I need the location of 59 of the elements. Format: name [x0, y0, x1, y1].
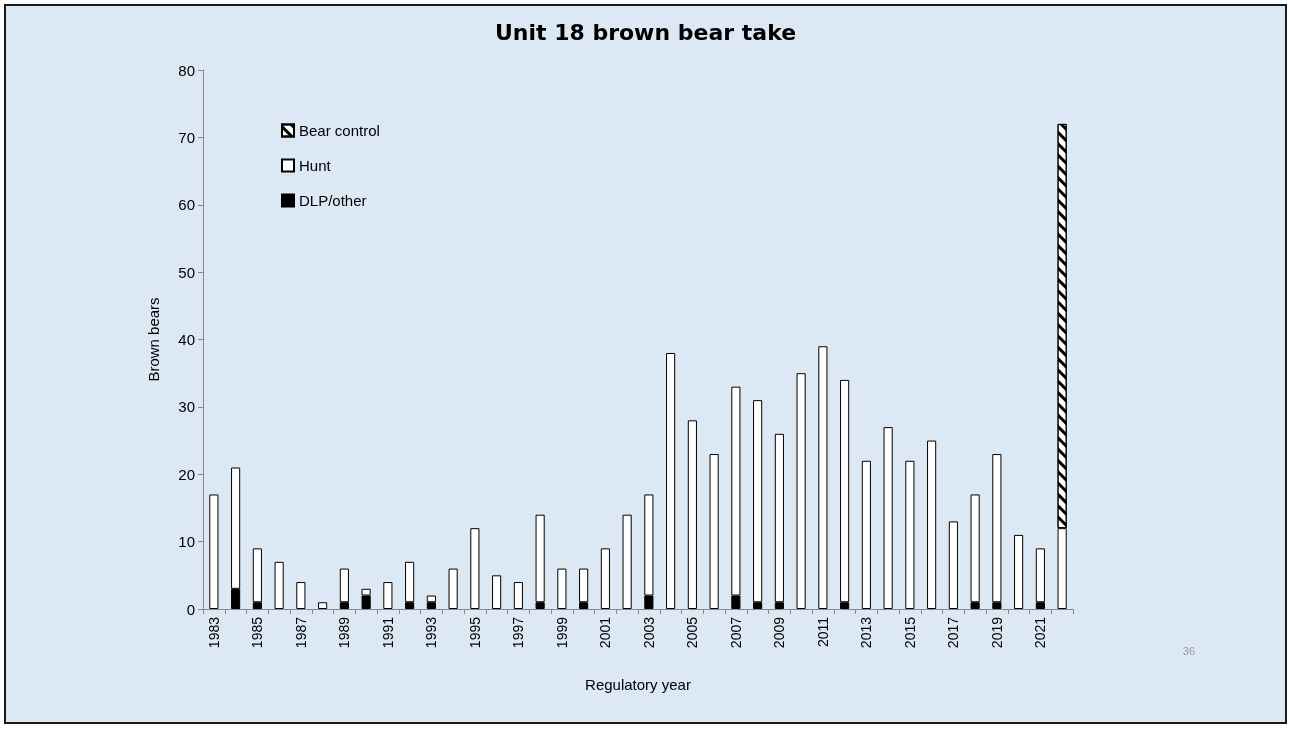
x-tick-label: 1997 [510, 616, 527, 649]
chart-title: Unit 18 brown bear take [494, 19, 797, 45]
x-tick-label: 1991 [379, 616, 396, 649]
x-tick-label: 2017 [945, 616, 962, 649]
bar [666, 352, 676, 609]
y-axis-title: Brown bears [145, 297, 162, 382]
bar [818, 346, 828, 609]
x-tick-label: 2007 [727, 616, 744, 649]
x-tick-label: 2003 [640, 616, 657, 649]
bar [209, 494, 219, 609]
y-tick-label: 50 [178, 263, 195, 281]
bar [600, 548, 610, 609]
y-tick-label: 30 [178, 398, 195, 416]
bar [883, 427, 893, 609]
bar [709, 454, 719, 609]
bar [557, 568, 567, 609]
x-tick-label: 2015 [901, 616, 918, 649]
x-tick-label: 2001 [597, 616, 614, 649]
text: 36 [1182, 644, 1196, 657]
x-tick-label: 1999 [553, 616, 570, 649]
y-tick-label: 0 [186, 600, 195, 618]
x-tick-label: 1985 [249, 616, 266, 649]
bar [274, 561, 284, 609]
x-tick-label: 2021 [1032, 616, 1049, 649]
bar [622, 514, 632, 609]
x-axis-title: Regulatory year [585, 676, 691, 693]
x-tick-label: 1995 [466, 616, 483, 649]
y-tick-label: 60 [178, 196, 195, 214]
bar [318, 602, 328, 609]
x-tick-label: 2013 [858, 616, 875, 649]
x-tick-label: 2005 [684, 616, 701, 649]
bar [383, 582, 393, 609]
bar [448, 568, 458, 609]
y-tick-label: 10 [178, 533, 195, 551]
y-tick-label: 20 [178, 465, 195, 483]
legend-label: DLP/other [299, 192, 367, 209]
bar [513, 582, 523, 609]
bar [948, 521, 958, 609]
bar [687, 420, 697, 609]
x-tick-label: 1989 [336, 616, 353, 649]
bar [861, 460, 871, 609]
x-tick-label: 1983 [205, 616, 222, 649]
y-tick-label: 80 [178, 61, 195, 79]
x-tick-label: 2011 [814, 616, 831, 648]
y-tick-label: 70 [178, 128, 195, 146]
x-tick-label: 1987 [292, 616, 309, 649]
x-tick-label: 2009 [771, 616, 788, 649]
bar [492, 575, 502, 609]
bar [1014, 534, 1024, 609]
bar [470, 528, 480, 609]
bar [905, 460, 915, 609]
bar [296, 582, 306, 609]
bar [927, 440, 937, 609]
y-tick-label: 40 [178, 331, 195, 348]
x-tick-label: 1993 [423, 616, 440, 649]
legend-label: Bear control [299, 122, 380, 139]
legend-label: Hunt [299, 157, 332, 174]
x-tick-label: 2019 [988, 616, 1005, 649]
bar [796, 373, 806, 609]
